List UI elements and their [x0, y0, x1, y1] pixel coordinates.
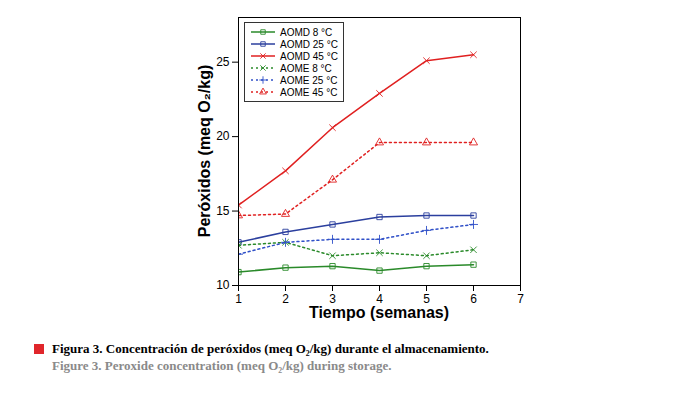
svg-text:2: 2 [282, 292, 289, 306]
html-text:AOMD 8 °C: AOMD 8 °C [280, 26, 333, 38]
html-text:Figure 3. Peroxide concentrati: Figure 3. Peroxide concentration (meq O₂… [52, 358, 392, 373]
html-text:AOMD 45 °C: AOMD 45 °C [280, 50, 338, 62]
svg-text:1: 1 [235, 292, 242, 306]
svg-text:10: 10 [216, 278, 230, 292]
svg-text:7: 7 [517, 292, 524, 306]
svg-text:25: 25 [216, 55, 230, 69]
html-text:AOME 45 °C: AOME 45 °C [280, 86, 338, 98]
html-text:AOMD 25 °C: AOMD 25 °C [280, 38, 338, 50]
html-text:AOME 8 °C: AOME 8 °C [280, 62, 332, 74]
html-text:Figura 3. Concentración de per: Figura 3. Concentración de peróxidos (me… [52, 341, 489, 356]
svg-text:15: 15 [216, 204, 230, 218]
html-text:Peróxidos (meq O₂/kg): Peróxidos (meq O₂/kg) [196, 64, 213, 238]
html-text:AOME 25 °C: AOME 25 °C [280, 74, 338, 86]
html-text:Tiempo (semanas): Tiempo (semanas) [308, 304, 450, 321]
svg-text:6: 6 [470, 292, 477, 306]
svg-text:4: 4 [376, 292, 383, 306]
svg-text:3: 3 [329, 292, 336, 306]
svg-text:20: 20 [216, 129, 230, 143]
svg-text:5: 5 [423, 292, 430, 306]
